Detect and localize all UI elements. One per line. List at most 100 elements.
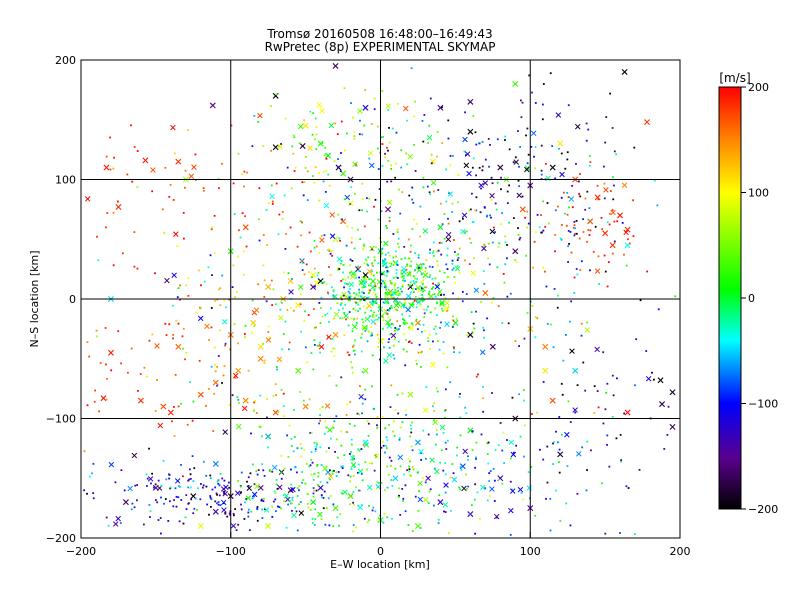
data-point-dot [218, 484, 221, 487]
data-point-dot [573, 224, 576, 227]
data-point-dot [400, 166, 403, 169]
data-point-dot [464, 406, 467, 409]
data-point-dot [333, 420, 336, 423]
data-point-dot [96, 235, 98, 238]
data-point-dot [447, 306, 450, 309]
data-point-dot [392, 354, 395, 356]
data-point-dot [526, 127, 529, 130]
data-point-x [602, 230, 609, 237]
data-point-x [299, 143, 306, 150]
data-point-dot [384, 258, 386, 261]
data-point-dot [634, 384, 636, 387]
data-point-dot [337, 309, 340, 312]
data-point-dot [568, 206, 570, 209]
data-point-dot [503, 281, 506, 284]
data-point-dot [427, 337, 430, 339]
data-point-dot [235, 529, 238, 532]
data-point-dot [314, 117, 317, 120]
data-point-dot [430, 153, 433, 156]
data-point-dot [461, 217, 464, 220]
data-point-dot [261, 463, 264, 466]
data-point-x [358, 393, 364, 400]
data-point-dot [296, 529, 299, 532]
data-point-dot [355, 276, 358, 279]
data-point-dot [403, 245, 406, 248]
data-point-x [297, 284, 304, 290]
data-point-dot [363, 285, 366, 287]
data-point-dot [602, 351, 605, 354]
data-point-dot [517, 234, 520, 236]
data-point-dot [394, 467, 397, 470]
data-point-dot [587, 128, 590, 131]
data-point-dot [410, 67, 413, 70]
data-point-dot [355, 293, 358, 296]
data-point-dot [364, 89, 367, 91]
data-point-dot [363, 245, 366, 248]
data-point-dot [433, 402, 436, 405]
data-point-dot [421, 296, 424, 299]
data-point-dot [332, 288, 335, 291]
data-point-dot [474, 483, 477, 486]
data-point-dot [325, 157, 328, 160]
data-point-dot [266, 244, 269, 247]
data-point-dot [393, 297, 396, 300]
data-point-dot [191, 455, 194, 458]
data-point-dot [466, 230, 468, 233]
data-point-dot [334, 450, 336, 453]
data-point-dot [433, 293, 436, 296]
data-point-dot [388, 126, 390, 129]
data-point-dot [376, 333, 379, 336]
data-point-dot [666, 433, 669, 436]
data-point-dot [419, 304, 421, 307]
data-point-dot [352, 318, 355, 321]
data-point-dot [442, 469, 445, 472]
data-point-dot [164, 322, 167, 325]
data-point-dot [530, 466, 533, 468]
data-point-dot [304, 167, 307, 169]
data-point-dot [316, 443, 318, 446]
data-point-dot [531, 305, 534, 307]
data-point-x [328, 122, 335, 129]
data-point-dot [430, 162, 433, 165]
data-point-x [462, 448, 468, 455]
data-point-dot [549, 529, 552, 532]
data-point-dot [263, 474, 266, 477]
data-point-x [358, 279, 365, 286]
data-point-x [324, 403, 331, 409]
data-point-dot [443, 237, 446, 240]
data-point-dot [266, 397, 268, 400]
data-point-dot [611, 127, 614, 129]
data-point-dot [393, 344, 396, 347]
data-point-dot [427, 502, 430, 505]
data-point-dot [453, 276, 456, 278]
data-point-dot [143, 366, 146, 369]
data-point-dot [264, 359, 266, 362]
data-point-dot [385, 436, 388, 439]
data-point-dot [565, 502, 568, 505]
data-point-x [295, 301, 302, 308]
data-point-dot [602, 422, 605, 425]
data-point-dot [557, 441, 559, 444]
data-point-dot [405, 152, 408, 155]
data-point-dot [410, 427, 413, 430]
data-point-dot [501, 322, 504, 324]
data-point-dot [205, 474, 208, 477]
data-point-x [230, 523, 237, 529]
data-point-dot [383, 512, 386, 515]
data-point-x [368, 162, 375, 169]
data-point-x [313, 280, 320, 286]
data-point-dot [352, 530, 355, 533]
data-point-dot [418, 287, 420, 290]
data-point-dot [463, 150, 466, 153]
data-point-dot [576, 273, 579, 276]
data-point-dot [411, 198, 414, 201]
data-point-dot [365, 297, 368, 299]
data-point-dot [499, 223, 502, 225]
data-point-dot [474, 131, 477, 134]
data-point-x [418, 448, 424, 455]
data-point-dot [337, 213, 340, 216]
data-point-dot [261, 508, 264, 511]
data-point-dot [182, 237, 185, 240]
data-point-dot [411, 466, 414, 468]
data-point-dot [598, 283, 601, 285]
